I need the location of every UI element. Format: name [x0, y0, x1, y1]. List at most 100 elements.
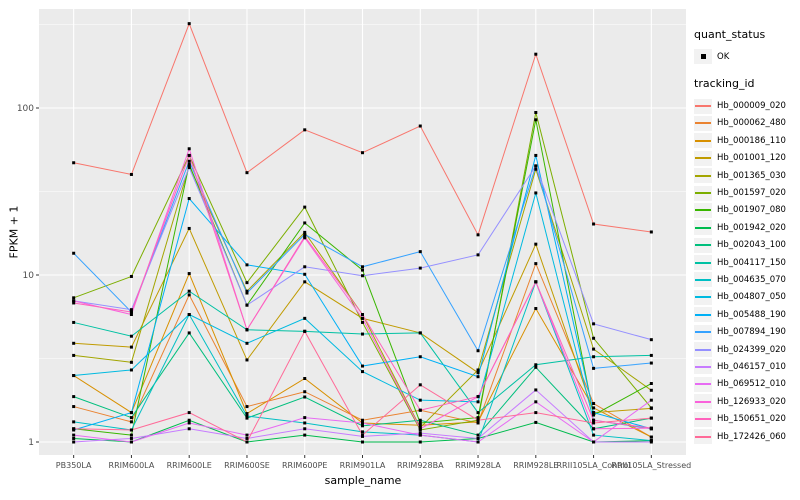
legend-item-Hb_002043_100: Hb_002043_100 [694, 237, 798, 254]
legend-item-label: Hb_046157_010 [717, 361, 786, 372]
data-point [187, 22, 191, 26]
data-point [187, 272, 191, 276]
data-point [592, 411, 596, 415]
data-point [72, 301, 76, 305]
data-point [245, 289, 249, 293]
series-color-swatch-icon [695, 192, 711, 195]
data-point [476, 436, 480, 440]
data-point [187, 421, 191, 425]
data-point [72, 405, 76, 409]
data-point [534, 280, 538, 284]
legend-item-Hb_007894_190: Hb_007894_190 [694, 323, 798, 340]
data-point [534, 167, 538, 171]
data-point [303, 230, 307, 234]
data-point [418, 383, 422, 387]
legend-key [694, 237, 712, 253]
series-color-swatch-icon [695, 226, 711, 229]
y-tick-label: 10 [23, 271, 35, 281]
legend-title-tracking-id: tracking_id [694, 77, 755, 91]
data-point [418, 124, 422, 128]
data-point [129, 334, 133, 338]
legend-item-Hb_001001_120: Hb_001001_120 [694, 150, 798, 167]
data-point [303, 421, 307, 425]
x-tick-label: RRIM600SE [224, 461, 270, 470]
legend-item-label: Hb_001365_030 [717, 170, 786, 181]
data-point [534, 164, 538, 168]
data-point [303, 416, 307, 420]
data-point [534, 400, 538, 404]
data-point [361, 320, 364, 324]
data-point [72, 433, 76, 437]
data-point [129, 436, 133, 440]
legend-key [694, 115, 712, 131]
legend-item-ok: OK [694, 48, 798, 65]
data-point [187, 164, 191, 168]
legend-item-label: Hb_004635_070 [717, 274, 786, 285]
data-point [187, 313, 191, 317]
data-point [361, 430, 364, 434]
data-point [534, 110, 538, 114]
data-point [649, 353, 653, 357]
data-point [187, 159, 191, 163]
data-point [245, 440, 249, 444]
legend-item-label: Hb_126933_020 [717, 396, 786, 407]
legend-key [694, 272, 712, 288]
data-point [476, 368, 480, 372]
data-point [649, 406, 653, 410]
y-axis-title: FPKM + 1 [7, 205, 21, 259]
series-color-swatch-icon [695, 435, 711, 438]
data-point [187, 411, 191, 415]
x-axis-title: sample_name [324, 474, 402, 487]
legend-key [694, 394, 712, 410]
data-point [303, 329, 307, 333]
legend-key [694, 150, 712, 166]
x-tick-label: PB350LA [56, 461, 92, 470]
x-tick-label: RRIM901LA [340, 461, 386, 470]
data-point [476, 395, 480, 399]
data-point [245, 281, 249, 285]
data-point [361, 313, 364, 317]
data-point [649, 435, 653, 439]
legend-item-label: Hb_002043_100 [717, 240, 786, 251]
data-point [534, 153, 538, 157]
data-point [592, 440, 596, 444]
data-point [476, 416, 480, 420]
data-point [361, 364, 364, 368]
data-point [187, 293, 191, 297]
data-point [476, 375, 480, 379]
legend-tracking-id-items: Hb_000009_020 Hb_000062_480 Hb_000186_110 H… [694, 97, 798, 445]
legend-item-label: Hb_172426_060 [717, 431, 786, 442]
legend-item-Hb_069512_010: Hb_069512_010 [694, 376, 798, 393]
data-point [534, 262, 538, 266]
data-point [303, 433, 307, 437]
legend-item-Hb_150651_020: Hb_150651_020 [694, 410, 798, 427]
data-point [361, 370, 364, 374]
data-point [418, 427, 422, 431]
x-tick-label: RRIM928LE [513, 461, 558, 470]
data-point [129, 416, 133, 420]
data-point [361, 151, 364, 155]
data-point [303, 280, 307, 284]
data-point [245, 328, 249, 332]
legend-key [694, 185, 712, 201]
legend-item-label: Hb_024399_020 [717, 344, 786, 355]
data-point [187, 162, 191, 166]
data-point [245, 416, 249, 420]
data-point [418, 266, 422, 270]
data-point [72, 251, 76, 255]
data-point [361, 418, 364, 422]
data-point [534, 363, 538, 367]
data-point [187, 418, 191, 422]
data-point [649, 440, 653, 444]
data-point [649, 398, 653, 402]
legend-item-label: Hb_001001_120 [717, 153, 786, 164]
data-point [649, 382, 653, 386]
data-point [534, 365, 538, 369]
data-point [187, 147, 191, 151]
data-point [592, 427, 596, 431]
data-point [72, 161, 76, 165]
data-point [476, 371, 480, 375]
data-point [592, 433, 596, 437]
legend-key [694, 255, 712, 271]
data-point [303, 128, 307, 132]
